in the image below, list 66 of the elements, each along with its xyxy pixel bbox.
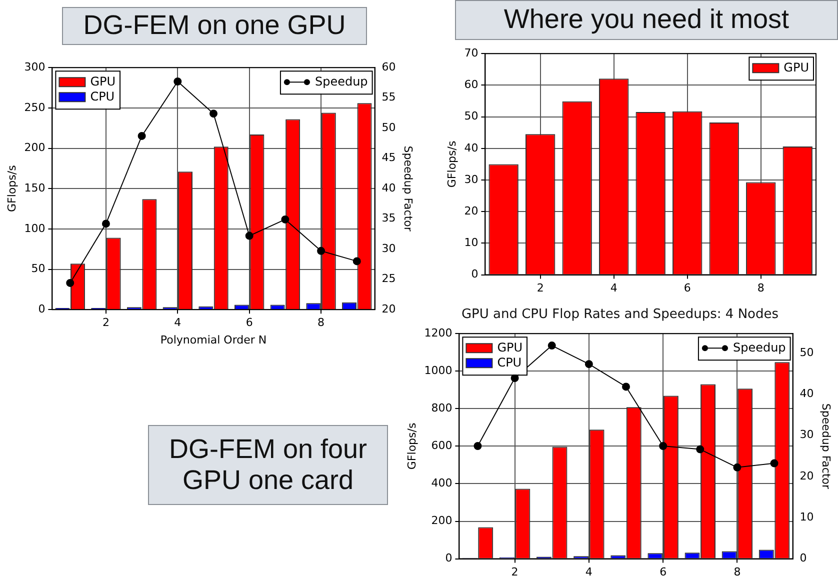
y-axis-title: GFlops/s bbox=[445, 140, 458, 188]
y-tick-label: 800 bbox=[431, 402, 452, 415]
y2-tick-label: 10 bbox=[800, 510, 814, 524]
x-tick-label: 8 bbox=[318, 316, 325, 330]
y-axis-title: GFlops/s bbox=[405, 422, 418, 470]
x-tick-label: 2 bbox=[511, 565, 518, 578]
x-tick-label: 4 bbox=[585, 565, 592, 578]
legend-label: GPU bbox=[90, 74, 116, 89]
legend-label: GPU bbox=[784, 60, 810, 75]
y-tick-label: 40 bbox=[464, 141, 478, 154]
x-tick-label: 2 bbox=[102, 316, 110, 330]
chart-title: GPU and CPU Flop Rates and Speedups: 4 Nodes bbox=[460, 307, 780, 324]
y2-tick-label: 40 bbox=[800, 386, 814, 400]
text: DG-FEM on four GPU one card bbox=[148, 425, 388, 505]
x-tick-label: 6 bbox=[684, 281, 691, 294]
y-tick-label: 70 bbox=[464, 46, 478, 60]
y2-tick-label: 30 bbox=[800, 428, 814, 442]
y2-tick-label: 20 bbox=[382, 302, 396, 316]
y2-axis-title: Speedup Factor bbox=[402, 146, 415, 232]
y-tick-label: 100 bbox=[24, 222, 46, 235]
x-axis-title: Polynomial Order N bbox=[160, 333, 267, 346]
y2-tick-label: 50 bbox=[800, 346, 814, 359]
y-tick-label: 20 bbox=[464, 204, 478, 218]
y-axis-title: GFlops/s bbox=[5, 164, 18, 212]
y-tick-label: 10 bbox=[464, 236, 478, 250]
y-tick-label: 200 bbox=[431, 514, 452, 528]
y2-tick-label: 50 bbox=[382, 120, 396, 134]
y-tick-label: 300 bbox=[24, 60, 46, 74]
y-tick-label: 50 bbox=[464, 110, 478, 123]
y2-tick-label: 35 bbox=[382, 212, 396, 225]
y-tick-label: 1200 bbox=[424, 326, 452, 340]
x-tick-label: 8 bbox=[734, 565, 741, 578]
y-tick-label: 150 bbox=[24, 181, 46, 194]
x-tick-label: 2 bbox=[536, 281, 544, 294]
y-tick-label: 0 bbox=[38, 302, 46, 316]
y-tick-label: 600 bbox=[431, 439, 452, 452]
y2-axis-title: Speedup Factor bbox=[820, 403, 833, 490]
y2-tick-label: 55 bbox=[382, 90, 396, 104]
legend-label: Speedup bbox=[314, 74, 368, 89]
y-tick-label: 200 bbox=[24, 141, 46, 154]
chart-title: Where you need it most bbox=[455, 0, 838, 40]
y-tick-label: 60 bbox=[464, 78, 478, 92]
y-tick-label: 0 bbox=[445, 552, 452, 565]
y2-tick-label: 20 bbox=[800, 469, 814, 482]
y2-tick-label: 45 bbox=[382, 151, 396, 164]
y2-tick-label: 60 bbox=[382, 60, 396, 74]
y-tick-label: 1000 bbox=[424, 364, 452, 377]
legend-label: Speedup bbox=[732, 340, 786, 355]
y-tick-label: 30 bbox=[464, 172, 478, 186]
x-tick-label: 4 bbox=[174, 316, 182, 330]
legend-label: CPU bbox=[90, 90, 115, 104]
y2-tick-label: 40 bbox=[382, 181, 396, 194]
legend-label: GPU bbox=[497, 340, 523, 355]
x-tick-label: 6 bbox=[660, 565, 667, 578]
y2-tick-label: 25 bbox=[382, 272, 396, 286]
x-tick-label: 8 bbox=[757, 281, 764, 294]
x-tick-label: 4 bbox=[610, 281, 618, 294]
y-tick-label: 0 bbox=[471, 268, 478, 281]
chart-title: DG-FEM on one GPU bbox=[62, 7, 367, 45]
x-tick-label: 6 bbox=[246, 316, 253, 330]
y-tick-label: 400 bbox=[431, 476, 452, 490]
y-tick-label: 250 bbox=[24, 100, 46, 114]
y2-tick-label: 30 bbox=[382, 242, 396, 255]
legend-label: CPU bbox=[497, 356, 522, 370]
y2-tick-label: 0 bbox=[800, 552, 807, 565]
y-tick-label: 50 bbox=[31, 262, 46, 276]
